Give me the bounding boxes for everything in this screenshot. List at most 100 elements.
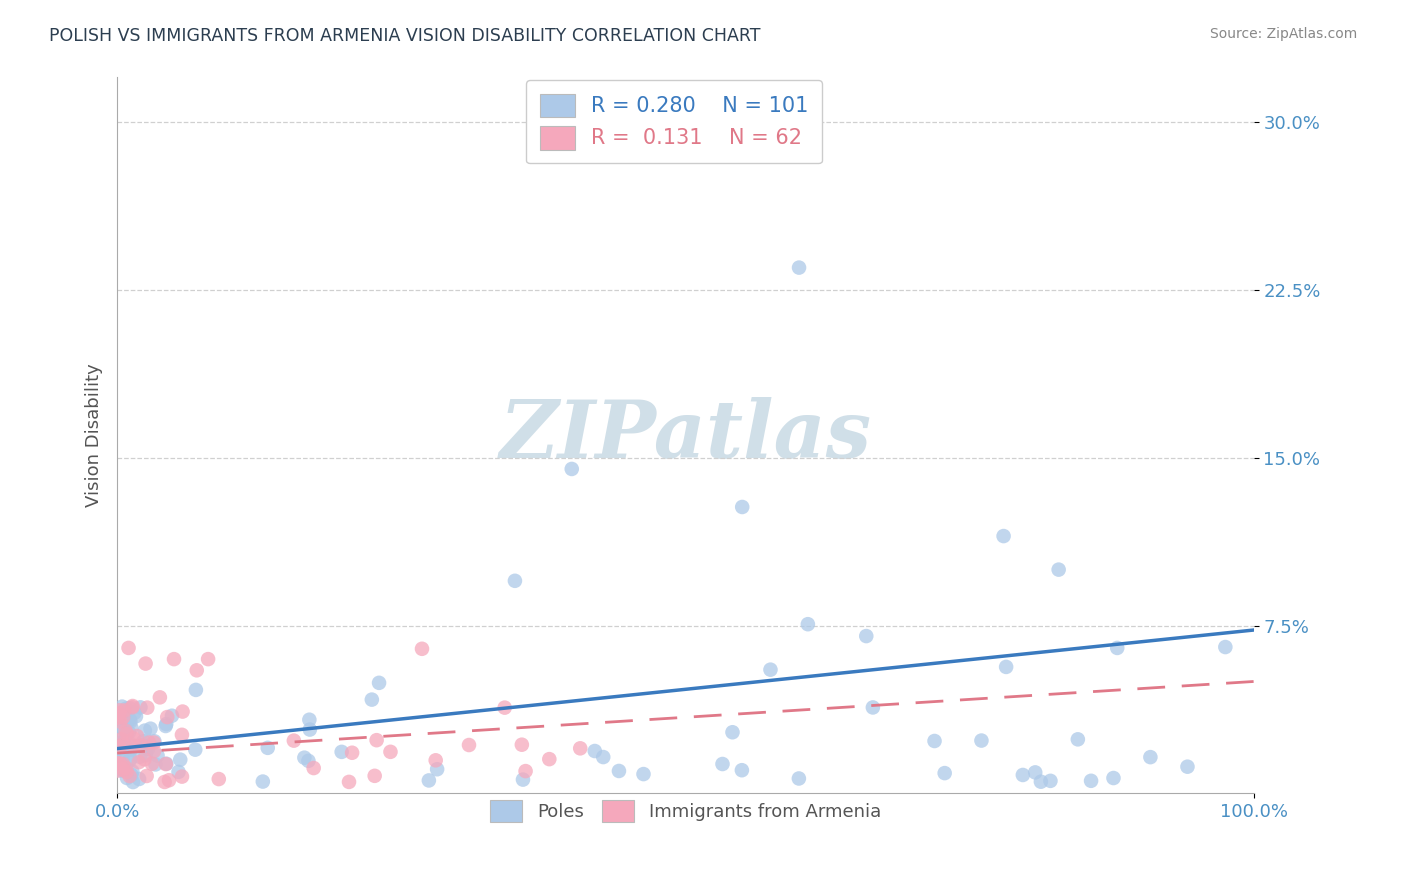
Point	[120, 751, 142, 765]
Point	[797, 617, 820, 632]
Point	[503, 574, 526, 588]
Point	[1024, 765, 1046, 780]
Point	[458, 738, 481, 752]
Point	[340, 746, 363, 760]
Point	[787, 772, 810, 786]
Point	[1039, 773, 1062, 788]
Point	[107, 711, 129, 725]
Point	[131, 739, 153, 753]
Point	[970, 733, 993, 747]
Point	[142, 735, 165, 749]
Point	[115, 701, 138, 715]
Point	[1102, 771, 1125, 785]
Point	[156, 710, 179, 724]
Point	[121, 764, 143, 779]
Point	[184, 742, 207, 756]
Point	[425, 753, 447, 767]
Point	[110, 732, 132, 747]
Point	[139, 722, 162, 736]
Point	[118, 701, 141, 715]
Point	[114, 714, 136, 729]
Point	[122, 739, 145, 753]
Point	[673, 127, 696, 141]
Point	[138, 735, 160, 749]
Point	[117, 640, 139, 655]
Point	[134, 752, 156, 766]
Point	[155, 719, 177, 733]
Point	[135, 748, 157, 763]
Point	[297, 754, 319, 768]
Point	[135, 657, 157, 671]
Point	[252, 774, 274, 789]
Point	[128, 749, 150, 764]
Point	[256, 740, 278, 755]
Point	[111, 751, 134, 765]
Point	[155, 756, 177, 771]
Point	[115, 713, 138, 727]
Point	[118, 769, 141, 783]
Point	[108, 737, 131, 751]
Point	[163, 652, 186, 666]
Point	[160, 708, 183, 723]
Point	[149, 690, 172, 705]
Point	[1080, 773, 1102, 788]
Point	[184, 682, 207, 697]
Point	[122, 739, 145, 753]
Point	[135, 769, 157, 783]
Point	[112, 734, 135, 748]
Point	[561, 462, 583, 476]
Point	[494, 700, 516, 714]
Point	[855, 629, 877, 643]
Point	[118, 754, 141, 768]
Point	[128, 772, 150, 786]
Point	[170, 770, 193, 784]
Point	[170, 728, 193, 742]
Point	[124, 706, 146, 720]
Point	[924, 734, 946, 748]
Point	[108, 739, 131, 754]
Point	[105, 764, 128, 778]
Point	[120, 714, 142, 729]
Point	[136, 739, 159, 753]
Point	[380, 745, 402, 759]
Point	[418, 773, 440, 788]
Point	[146, 748, 169, 763]
Point	[115, 761, 138, 775]
Point	[121, 700, 143, 714]
Point	[118, 713, 141, 727]
Point	[115, 740, 138, 755]
Point	[107, 738, 129, 752]
Point	[197, 652, 219, 666]
Point	[569, 741, 592, 756]
Point	[125, 709, 148, 723]
Point	[607, 764, 630, 778]
Text: POLISH VS IMMIGRANTS FROM ARMENIA VISION DISABILITY CORRELATION CHART: POLISH VS IMMIGRANTS FROM ARMENIA VISION…	[49, 27, 761, 45]
Point	[1177, 760, 1199, 774]
Point	[132, 734, 155, 748]
Point	[759, 663, 782, 677]
Point	[108, 756, 131, 771]
Point	[115, 706, 138, 721]
Point	[592, 750, 614, 764]
Point	[731, 500, 754, 514]
Point	[157, 773, 180, 788]
Point	[995, 660, 1018, 674]
Point	[155, 757, 177, 772]
Legend: Poles, Immigrants from Armenia: Poles, Immigrants from Armenia	[477, 787, 894, 834]
Point	[136, 700, 159, 714]
Point	[120, 721, 142, 735]
Point	[298, 723, 321, 737]
Point	[108, 703, 131, 717]
Point	[363, 769, 385, 783]
Point	[721, 725, 744, 739]
Point	[1029, 774, 1052, 789]
Point	[145, 757, 167, 772]
Point	[731, 763, 754, 777]
Point	[1107, 640, 1129, 655]
Point	[1067, 732, 1090, 747]
Point	[115, 771, 138, 785]
Point	[112, 737, 135, 751]
Point	[134, 723, 156, 738]
Point	[510, 738, 533, 752]
Point	[108, 742, 131, 756]
